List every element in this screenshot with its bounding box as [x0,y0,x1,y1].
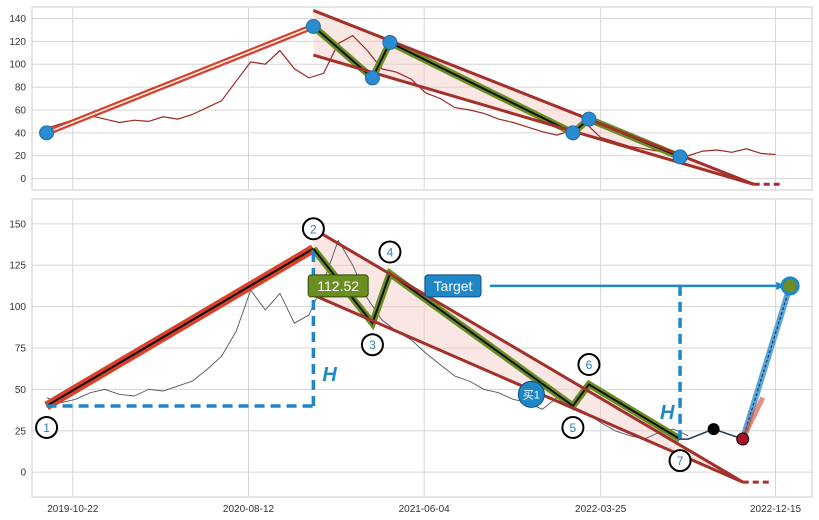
point-label-circle [577,353,601,377]
point-label: 6 [586,358,593,372]
y-tick-label: 40 [15,128,27,139]
y-tick-label: 20 [15,151,27,162]
point-label-circle [561,415,585,439]
pivot-dot [364,70,380,86]
pivot-dot [39,125,55,141]
target-label: Target [434,278,473,294]
channel-upper-line [312,227,744,484]
x-tick-label: 2022-12-15 [750,504,802,515]
point-label: 1 [43,421,50,435]
point-label-circle [668,449,692,473]
measure-h-label: H [322,364,337,386]
x-tick-label: 2019-10-22 [47,504,99,515]
point-label-circle [301,217,325,241]
y-tick-label: 0 [20,174,26,185]
buy-marker [517,380,545,408]
point-label-circle [35,415,59,439]
y-tick-label: 100 [9,60,26,71]
point-label: 3 [369,338,376,352]
x-tick-label: 2022-03-25 [575,504,627,515]
leg-up-inner [46,25,314,134]
leg-up-inner [46,247,314,407]
post-breakout-dot [736,432,750,446]
buy-marker-label: 买1 [523,388,540,401]
pivot-dot [565,125,581,141]
post-breakout-path [680,428,743,440]
projection-inner [742,285,791,440]
pivot-dot [672,149,688,165]
price-line [46,34,776,157]
pattern-zigzag-inner [312,248,681,440]
point-label: 5 [570,421,577,435]
y-tick-label: 50 [15,385,27,396]
y-tick-label: 125 [9,261,26,272]
top-chart-panel: 0 20 40 60 80 100 120 140 [9,6,813,191]
projection-start [740,396,765,441]
target-value-box [307,274,369,298]
pivot-dot [581,111,597,127]
y-tick-label: 25 [15,426,27,437]
y-tick-label: 120 [9,37,26,48]
point-label: 4 [387,245,394,259]
y-tick-label: 0 [20,468,26,479]
measure-h-label-2: H [660,402,675,424]
target-box [424,274,482,298]
y-tick-label: 140 [9,14,26,25]
y-tick-label: 100 [9,302,26,313]
y-tick-label: 150 [9,219,26,230]
point-label-circle [378,240,402,264]
point-label-circle [360,333,384,357]
post-breakout-dot [707,423,720,436]
point-label: 7 [677,454,684,468]
pivot-dot [382,34,398,50]
y-tick-label: 80 [15,83,27,94]
target-point [780,276,800,296]
target-value-label: 112.52 [317,278,359,294]
y-tick-label: 60 [15,105,27,116]
x-tick-label: 2021-06-04 [399,504,451,515]
y-tick-label: 75 [15,344,27,355]
x-tick-label: 2020-08-12 [223,504,275,515]
point-label: 2 [310,222,317,236]
pivot-dot [305,18,321,34]
